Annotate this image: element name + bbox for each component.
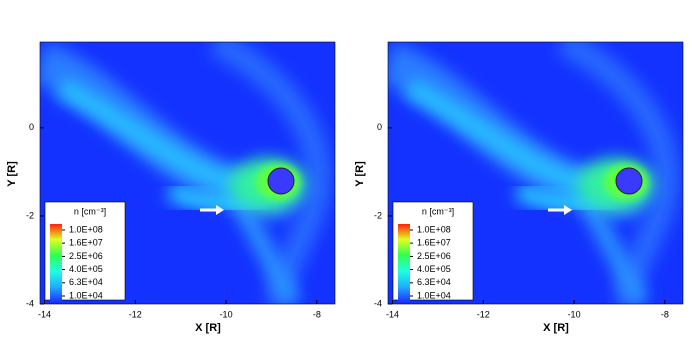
colorbar-title: n [cm⁻³] bbox=[74, 206, 106, 216]
x-axis-label: X [R] bbox=[543, 322, 569, 334]
x-tick-label: -8 bbox=[661, 309, 669, 319]
x-tick-label: -12 bbox=[477, 309, 490, 319]
y-tick-label: 0 bbox=[377, 122, 382, 132]
y-tick-label: -2 bbox=[26, 210, 34, 220]
colorbar-tick-label: 2.5E+06 bbox=[69, 251, 103, 261]
colorbar-tick-label: 1.6E+07 bbox=[417, 238, 451, 248]
colorbar-tick-label: 1.0E+04 bbox=[417, 290, 451, 300]
colorbar-tick-label: 6.3E+04 bbox=[417, 277, 451, 287]
y-tick-label: 0 bbox=[29, 122, 34, 132]
colorbar bbox=[50, 224, 62, 302]
colorbar-tick-label: 6.3E+04 bbox=[69, 277, 103, 287]
y-axis-label: Y [R] bbox=[354, 161, 366, 187]
colorbar-title: n [cm⁻³] bbox=[422, 206, 454, 216]
x-tick-label: -8 bbox=[313, 309, 321, 319]
x-tick-label: -12 bbox=[129, 309, 142, 319]
colorbar-tick-label: 4.0E+05 bbox=[69, 264, 103, 274]
x-tick-label: -10 bbox=[568, 309, 581, 319]
y-axis-label: Y [R] bbox=[6, 161, 18, 187]
colorbar bbox=[398, 224, 410, 302]
plot-frame bbox=[387, 41, 684, 305]
colorbar-tick-label: 1.0E+08 bbox=[69, 224, 103, 234]
colorbar-tick-label: 1.6E+07 bbox=[69, 238, 103, 248]
y-tick-label: -2 bbox=[374, 210, 382, 220]
x-axis-label: X [R] bbox=[195, 322, 221, 334]
colorbar-tick-label: 1.0E+04 bbox=[69, 290, 103, 300]
y-tick-label: -4 bbox=[26, 298, 34, 308]
colorbar-tick-label: 2.5E+06 bbox=[417, 251, 451, 261]
colorbar-tick-label: 4.0E+05 bbox=[417, 264, 451, 274]
x-tick-label: -10 bbox=[220, 309, 233, 319]
x-tick-label: -14 bbox=[386, 309, 399, 319]
colorbar-tick-label: 1.0E+08 bbox=[417, 224, 451, 234]
plot-frame bbox=[39, 41, 336, 305]
x-tick-label: -14 bbox=[38, 309, 51, 319]
y-tick-label: -4 bbox=[374, 298, 382, 308]
